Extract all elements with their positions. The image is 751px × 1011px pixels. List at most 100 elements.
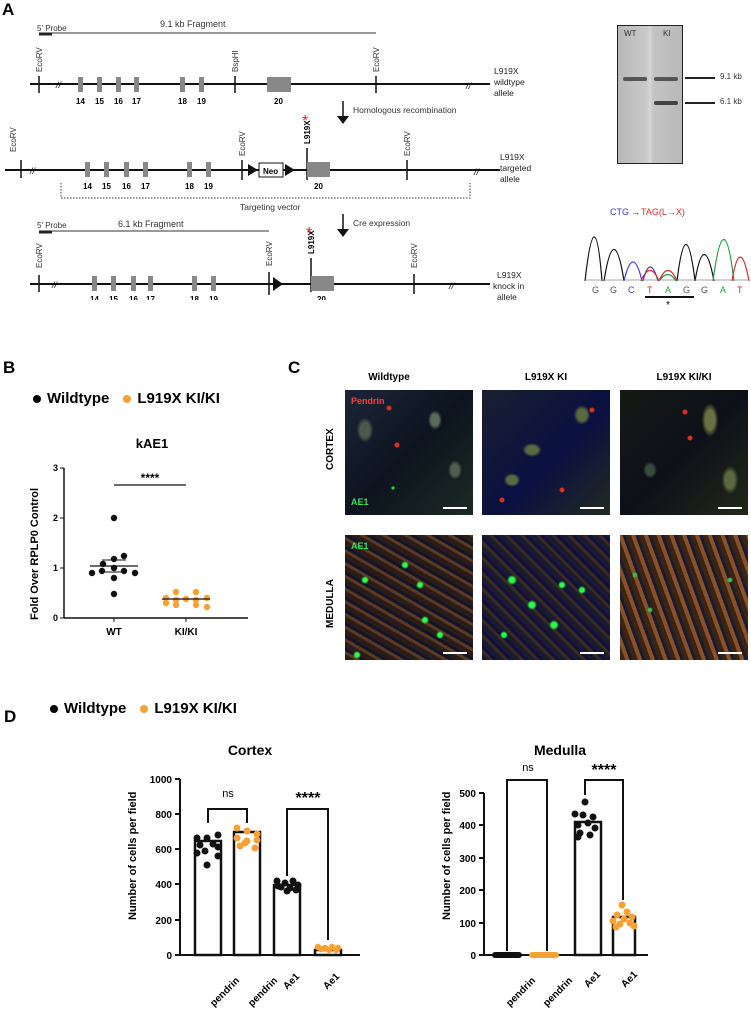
- chart-title: kAE1: [136, 436, 169, 451]
- svg-text:17: 17: [146, 295, 155, 300]
- chart-title: Cortex: [228, 742, 273, 758]
- scale-bar: [718, 507, 742, 509]
- step-homologous-recombination: Homologous recombination: [353, 105, 457, 115]
- svg-text:600: 600: [155, 845, 172, 856]
- svg-text:1000: 1000: [150, 775, 173, 786]
- fragment-label-wt: 9.1 kb Fragment: [160, 19, 226, 29]
- svg-text:G: G: [683, 285, 690, 295]
- svg-text:800: 800: [155, 810, 172, 821]
- svg-text:400: 400: [459, 821, 476, 832]
- svg-text:20: 20: [314, 182, 323, 191]
- column-header-kiki: L919X KI/KI: [656, 372, 712, 383]
- svg-text:Ae1: Ae1: [281, 971, 302, 992]
- svg-text://: //: [448, 281, 456, 291]
- svg-text:KI/KI: KI/KI: [175, 627, 198, 638]
- y-axis-label: Number of cells per field: [441, 792, 453, 920]
- band-label-6kb: 6.1 kb: [720, 97, 742, 106]
- svg-text:15: 15: [95, 97, 104, 106]
- svg-text:14: 14: [76, 97, 85, 106]
- svg-text:L919X: L919X: [500, 152, 525, 162]
- band-ki-6kb: [654, 101, 678, 105]
- svg-text:L919X: L919X: [307, 230, 316, 254]
- y-axis-label: Fold Over RPLP0 Control: [29, 488, 41, 620]
- svg-text:1: 1: [53, 563, 58, 573]
- column-header-wildtype: Wildtype: [368, 372, 410, 383]
- micrograph-medulla-wildtype: AE1: [345, 535, 473, 660]
- svg-text:T: T: [647, 285, 653, 295]
- svg-text:EcoRV: EcoRV: [265, 241, 274, 266]
- svg-text:20: 20: [317, 295, 326, 300]
- significance-star: ****: [592, 762, 618, 779]
- svg-text:15: 15: [109, 295, 118, 300]
- svg-text:14: 14: [83, 182, 92, 191]
- micrograph-cortex-ki: [482, 390, 610, 515]
- svg-text:WT: WT: [106, 627, 122, 638]
- significance-ns: ns: [522, 762, 534, 774]
- row-label-cortex: CORTEX: [325, 428, 336, 470]
- stain-label-pendrin: Pendrin: [351, 396, 385, 406]
- svg-text:3: 3: [53, 463, 58, 473]
- lane-ki-label: KI: [663, 29, 671, 38]
- legend-item-wildtype: Wildtype: [33, 390, 109, 407]
- legend-item-ki: L919X KI/KI: [123, 390, 220, 407]
- band-ki-9kb: [654, 77, 678, 81]
- significance-marker: ****: [141, 471, 160, 485]
- svg-text:18: 18: [190, 295, 199, 300]
- svg-text://: //: [55, 80, 63, 90]
- svg-text:BspHI: BspHI: [231, 50, 240, 72]
- svg-text:*: *: [666, 300, 670, 308]
- svg-text:pendrin: pendrin: [246, 975, 280, 1009]
- micrograph-medulla-kiki: [620, 535, 748, 660]
- chart-title: Medulla: [534, 742, 586, 758]
- neo-cassette-label: Neo: [263, 167, 278, 176]
- chart-cortex: Cortex Number of cells per field 1000 80…: [127, 742, 360, 1009]
- column-header-ki: L919X KI: [524, 372, 568, 383]
- svg-text://: //: [465, 81, 473, 91]
- svg-text:T: T: [737, 285, 743, 295]
- panel-letter-a: A: [2, 0, 15, 19]
- svg-text:200: 200: [155, 916, 172, 927]
- svg-text:14: 14: [90, 295, 99, 300]
- legend-b: Wildtype L919X KI/KI: [33, 390, 220, 407]
- svg-text:*: *: [306, 225, 312, 242]
- step-cre-expression: Cre expression: [353, 218, 410, 228]
- svg-text:pendrin: pendrin: [541, 975, 575, 1009]
- svg-text:EcoRV: EcoRV: [35, 47, 44, 72]
- gene-targeting-diagram: 5' Probe 9.1 kb Fragment // // 14 15 16 …: [5, 19, 531, 300]
- panel-letter-c: C: [288, 358, 301, 377]
- stain-label-ae1: AE1: [351, 497, 369, 507]
- southern-blot: WT KI: [617, 25, 683, 164]
- svg-text:EcoRV: EcoRV: [9, 127, 18, 152]
- svg-text:G: G: [701, 285, 708, 295]
- svg-text:16: 16: [114, 97, 123, 106]
- svg-text:0: 0: [53, 613, 58, 623]
- scale-bar: [443, 507, 467, 509]
- svg-text://: //: [51, 280, 59, 290]
- svg-text:knock in: knock in: [493, 281, 524, 291]
- svg-text:0: 0: [470, 951, 476, 962]
- legend-item-ki: L919X KI/KI: [140, 700, 237, 717]
- svg-text:16: 16: [129, 295, 138, 300]
- svg-text:allele: allele: [494, 88, 514, 98]
- svg-text:C: C: [628, 285, 635, 295]
- svg-text:2: 2: [53, 513, 58, 523]
- svg-text:100: 100: [459, 919, 476, 930]
- legend-item-wildtype: Wildtype: [50, 700, 126, 717]
- svg-text:20: 20: [274, 97, 283, 106]
- svg-text:19: 19: [209, 295, 218, 300]
- svg-text:allele: allele: [500, 174, 520, 184]
- svg-text:EcoRV: EcoRV: [238, 131, 247, 156]
- lane-wt-label: WT: [624, 29, 637, 38]
- svg-text:allele: allele: [497, 292, 517, 300]
- panel-letter-b: B: [3, 358, 16, 377]
- scale-bar: [580, 507, 604, 509]
- svg-text:18: 18: [178, 97, 187, 106]
- significance-star: ****: [296, 790, 322, 807]
- svg-text:16: 16: [122, 182, 131, 191]
- svg-text:18: 18: [185, 182, 194, 191]
- scale-bar: [443, 652, 467, 654]
- svg-text:*: *: [302, 113, 308, 130]
- svg-text:5' Probe: 5' Probe: [37, 221, 67, 230]
- sequencing-chromatogram: CTG →TAG(L→X) G G C T A G G A T *: [584, 207, 750, 308]
- svg-text:A: A: [665, 285, 671, 295]
